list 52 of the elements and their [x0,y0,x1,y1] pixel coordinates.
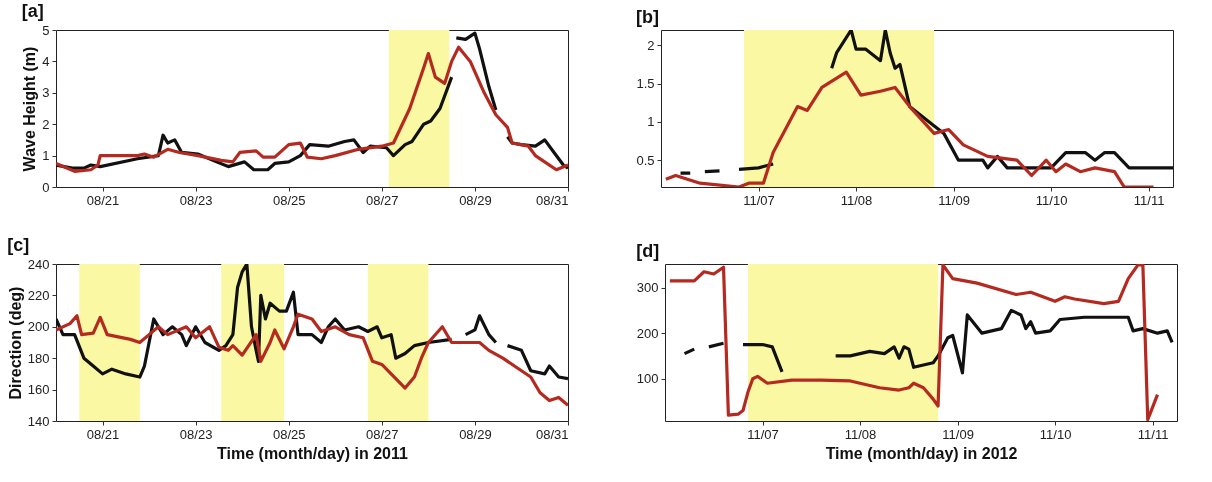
x-tick-label: 08/21 [86,192,120,208]
line-series [56,312,568,407]
x-tick-label: 11/10 [1035,192,1068,208]
y-tick-label: 240 [27,256,50,272]
x-tick-label: 11/10 [1039,426,1072,442]
y-tick-label: 4 [42,53,50,69]
chart-title: [b] [635,7,659,27]
x-tick-label: 08/29 [459,192,492,208]
x-tick-label: 11/11 [1133,192,1165,208]
x-tick-label: 08/31 [535,192,569,208]
y-tick-label: 1.5 [636,76,655,92]
y-tick-label: 100 [636,371,659,387]
y-tick-label: 0 [42,179,50,195]
y-tick-label: 3 [42,85,50,101]
line-series [668,264,1160,421]
x-tick-label: 08/31 [535,426,569,442]
x-axis-title: Time (month/day) in 2011 [217,444,409,462]
chart-title: [c] [7,235,30,255]
x-tick-label: 11/08 [840,192,873,208]
x-tick-label: 11/07 [747,426,779,442]
x-tick-label: 08/21 [86,426,120,442]
y-tick-label: 140 [27,413,50,429]
y-tick-label: 180 [27,350,50,366]
y-axis-title: Wave Height (m) [21,46,39,172]
x-tick-label: 11/08 [844,426,877,442]
y-tick-label: 1 [647,114,655,130]
line-series [664,70,1156,187]
y-tick-label: 0.5 [636,152,655,168]
y-tick-label: 160 [27,382,50,398]
x-tick-label: 11/11 [1137,426,1169,442]
x-axis-title: Time (month/day) in 2012 [825,444,1018,462]
x-tick-label: 11/09 [938,192,970,208]
y-tick-label: 2 [42,116,50,132]
x-tick-label: 08/29 [459,426,492,442]
chart-title: [d] [636,241,660,261]
y-tick-label: 200 [636,325,659,341]
y-tick-label: 220 [27,287,50,303]
y-tick-label: 2 [647,37,655,53]
x-tick-label: 08/25 [272,192,306,208]
y-axis-title: Direction (deg) [6,286,24,400]
x-tick-label: 08/27 [366,192,399,208]
y-tick-label: 300 [636,280,659,296]
y-tick-label: 1 [42,148,50,164]
chart-title: [a] [21,1,44,21]
y-tick-label: 200 [27,319,50,335]
x-tick-label: 08/25 [272,426,306,442]
x-tick-label: 08/27 [366,426,399,442]
x-tick-label: 08/23 [179,192,213,208]
y-tick-label: 5 [42,22,50,38]
x-tick-label: 11/07 [743,192,775,208]
x-tick-label: 11/09 [942,426,974,442]
x-tick-label: 08/23 [179,426,213,442]
